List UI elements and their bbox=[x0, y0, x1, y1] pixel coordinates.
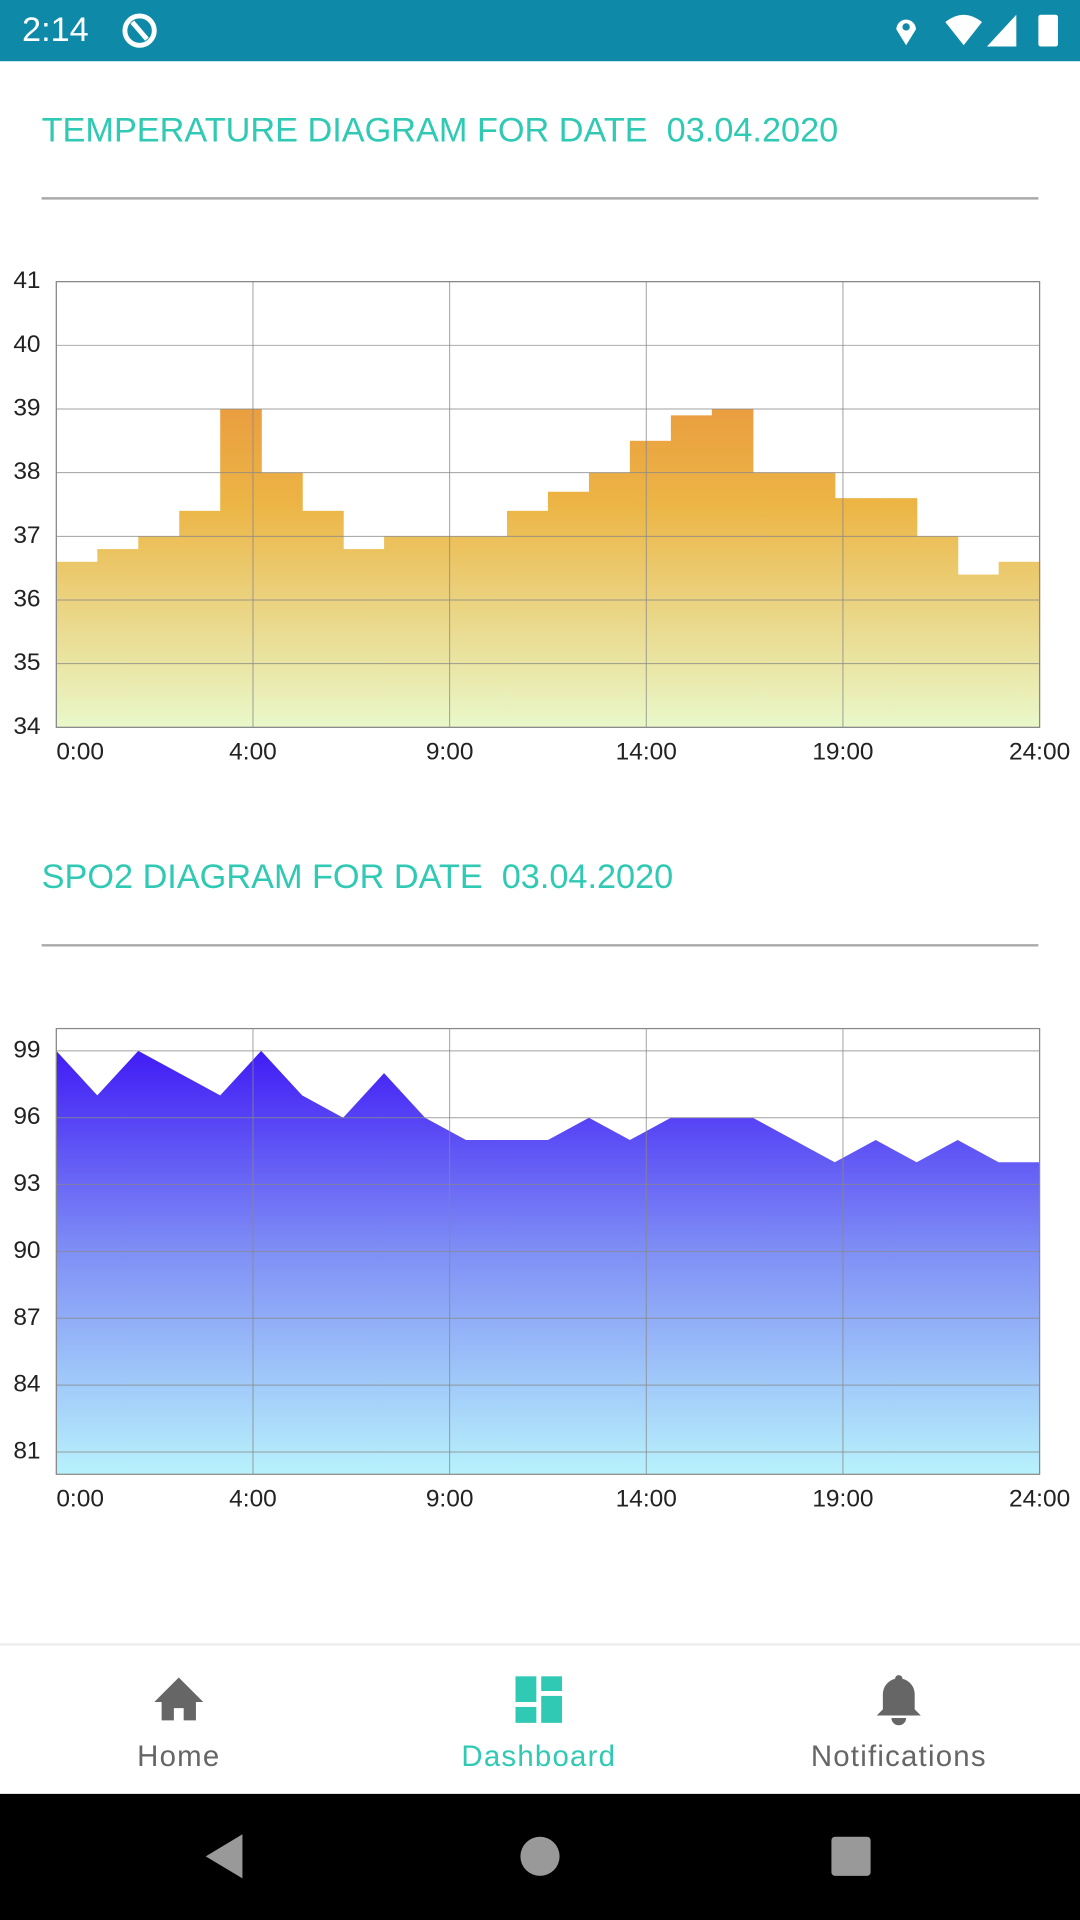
nav-labels: Home Dashboard Notifications bbox=[137, 1740, 987, 1773]
step-bar bbox=[916, 536, 959, 728]
y-tick-label: 84 bbox=[13, 1371, 40, 1398]
area bbox=[56, 1050, 1040, 1475]
recents-button[interactable] bbox=[831, 1836, 871, 1876]
y-tick-label: 34 bbox=[13, 713, 40, 740]
x-tick-label: 4:00 bbox=[229, 739, 277, 766]
nav-label[interactable]: Dashboard bbox=[461, 1740, 616, 1773]
back-button[interactable] bbox=[205, 1834, 243, 1879]
step-bar bbox=[957, 574, 1000, 728]
x-tick-label: 24:00 bbox=[1009, 1485, 1070, 1512]
step-bar bbox=[302, 510, 344, 728]
y-tick-label: 37 bbox=[13, 522, 40, 549]
chart-title: SPO2 DIAGRAM FOR DATE 03.04.2020 bbox=[42, 858, 674, 896]
status-bar bbox=[0, 0, 1080, 62]
charts: TEMPERATURE DIAGRAM FOR DATE 03.04.2020 3… bbox=[13, 111, 1070, 1512]
plot-border bbox=[55, 281, 1041, 728]
dashboard-icon[interactable] bbox=[515, 1676, 563, 1723]
y-tick-label: 87 bbox=[13, 1304, 40, 1331]
x-tick-label: 0:00 bbox=[56, 1485, 104, 1512]
step-bar bbox=[711, 408, 754, 728]
y-tick-label: 35 bbox=[13, 649, 40, 676]
step-bar bbox=[56, 561, 98, 728]
y-tick-label: 93 bbox=[13, 1170, 40, 1197]
y-tick-label: 40 bbox=[13, 331, 40, 358]
y-tick-label: 90 bbox=[13, 1237, 40, 1264]
step-bar bbox=[506, 510, 549, 728]
x-tick-label: 24:00 bbox=[1009, 739, 1070, 766]
x-tick-label: 9:00 bbox=[426, 1485, 474, 1512]
home-button[interactable] bbox=[520, 1836, 560, 1876]
x-tick-label: 14:00 bbox=[616, 739, 677, 766]
y-tick-label: 41 bbox=[13, 267, 40, 294]
y-tick-label: 96 bbox=[13, 1103, 40, 1130]
nav-label[interactable]: Home bbox=[137, 1740, 220, 1773]
chart-title: TEMPERATURE DIAGRAM FOR DATE 03.04.2020 bbox=[42, 111, 839, 149]
step-bar bbox=[425, 536, 467, 728]
x-tick-label: 9:00 bbox=[426, 739, 474, 766]
step-bar bbox=[384, 536, 426, 728]
step-bar bbox=[547, 491, 590, 728]
plot-border bbox=[55, 1027, 1041, 1475]
step-bar bbox=[97, 549, 139, 728]
status-time: 2:14 bbox=[22, 11, 89, 49]
step-bar bbox=[138, 536, 180, 728]
x-tick-label: 14:00 bbox=[616, 1485, 677, 1512]
y-tick-label: 81 bbox=[13, 1437, 40, 1464]
step-bar bbox=[834, 498, 877, 728]
bell-icon[interactable] bbox=[876, 1675, 921, 1726]
y-tick-label: 36 bbox=[13, 585, 40, 612]
x-tick-label: 19:00 bbox=[812, 1485, 873, 1512]
y-tick-label: 39 bbox=[13, 394, 40, 421]
nav-label[interactable]: Notifications bbox=[811, 1740, 987, 1773]
y-tick-label: 38 bbox=[13, 458, 40, 485]
step-bar bbox=[998, 561, 1041, 728]
step-bar bbox=[670, 415, 713, 728]
step-bar bbox=[220, 408, 262, 728]
step-bar bbox=[343, 549, 385, 728]
step-bar bbox=[875, 498, 918, 728]
step-bar bbox=[466, 536, 508, 728]
x-tick-label: 19:00 bbox=[812, 739, 873, 766]
y-tick-label: 99 bbox=[13, 1036, 40, 1063]
x-tick-label: 0:00 bbox=[56, 739, 104, 766]
x-tick-label: 4:00 bbox=[229, 1485, 277, 1512]
step-bar bbox=[629, 440, 672, 728]
home-icon[interactable] bbox=[154, 1677, 204, 1721]
step-bar bbox=[179, 510, 221, 728]
